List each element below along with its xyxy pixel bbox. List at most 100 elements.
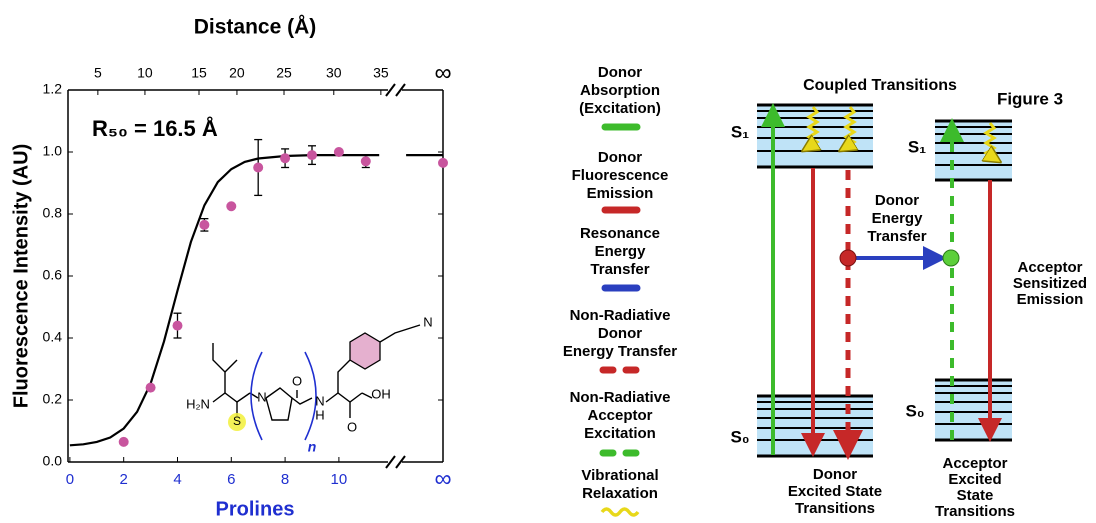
axis-break [385, 455, 396, 469]
benzene-ring [349, 332, 381, 370]
bond [212, 392, 251, 403]
axis-break [395, 83, 406, 97]
level-band [935, 121, 1012, 180]
diagram-label: Excitation [584, 425, 656, 442]
diagram-label: Energy [595, 243, 647, 260]
bond [291, 397, 313, 405]
data-point [280, 153, 291, 164]
x-tick-label: 10 [331, 471, 348, 488]
diagram-label: Donor [598, 149, 642, 166]
diagram-label: Resonance [580, 225, 660, 242]
diagram-label: Excited [948, 471, 1001, 488]
atom-label: N [423, 314, 432, 329]
legend-swatch [600, 507, 640, 517]
bond [212, 343, 226, 393]
state-label: S₁ [731, 122, 749, 141]
annotation: R₅₀ = 16.5 Å [92, 115, 218, 141]
x2-tick-label: 20 [229, 65, 245, 81]
data-point [199, 219, 210, 230]
diagram-label: Relaxation [582, 485, 658, 502]
diagram-label: Non-Radiative [570, 389, 671, 406]
diagram-label: Donor [875, 192, 919, 209]
diagram-label: Donor [598, 325, 642, 342]
data-point [118, 436, 129, 447]
x-tick-label: ∞ [434, 465, 451, 492]
x-axis-label: Prolines [216, 498, 295, 520]
data-point [438, 157, 448, 168]
data-point [145, 382, 156, 393]
bond [325, 392, 363, 403]
diagram-label: State [957, 487, 994, 504]
diagram-label: Transfer [867, 228, 926, 245]
diagram-label: Transfer [590, 261, 649, 278]
bond [337, 359, 351, 393]
relaxation-arrow [846, 106, 854, 147]
x2-tick-label: ∞ [434, 59, 451, 86]
x-tick-label: 8 [281, 471, 289, 488]
atom-label: O [292, 373, 302, 388]
level-band [935, 380, 1012, 440]
data-point [333, 147, 344, 157]
diagram-heading: Coupled Transitions [803, 77, 957, 94]
atom-label: N [315, 393, 324, 408]
bond [379, 324, 421, 343]
data-point [172, 320, 183, 331]
state-label: S₀ [730, 427, 749, 446]
chart-title: Distance (Å) [194, 15, 317, 39]
atom-label: OH [371, 386, 391, 401]
atom-label: S [233, 414, 241, 428]
diagram-label: Energy Transfer [563, 343, 677, 360]
relaxation-arrow [809, 106, 817, 147]
atom-label: H [315, 407, 324, 422]
diagram-label: Fluorescence [572, 167, 669, 184]
acceptor-ball [942, 249, 960, 267]
axis-break [385, 83, 396, 97]
diagram-label: Energy [872, 210, 924, 227]
diagram-label: Emission [587, 185, 654, 202]
data-point [306, 150, 317, 161]
bond [265, 387, 293, 421]
diagram-label: Transitions [795, 500, 875, 517]
diagram-label: Vibrational [581, 467, 658, 484]
x-tick-label: 0 [66, 471, 74, 488]
state-label: S₁ [908, 137, 926, 156]
x2-tick-label: 15 [191, 65, 207, 81]
x-tick-label: 6 [227, 471, 235, 488]
atom-label: H₂N [186, 396, 210, 411]
diagram-label: Donor [598, 64, 642, 81]
atom-label: O [347, 419, 357, 434]
y-tick-label: 0.6 [43, 267, 63, 283]
x2-tick-label: 30 [326, 65, 342, 81]
diagram-label: Acceptor [587, 407, 652, 424]
x-tick-label: 4 [173, 471, 181, 488]
y-tick-label: 1.0 [43, 143, 63, 159]
repeat-bracket [304, 351, 317, 441]
data-point [226, 201, 237, 212]
diagram-label: Sensitized [1013, 275, 1087, 292]
relaxation-arrow [986, 122, 994, 158]
diagram-label: Emission [1017, 291, 1084, 308]
diagram-label: Non-Radiative [570, 307, 671, 324]
diagram-label: Excited State [788, 483, 882, 500]
y-tick-label: 0.8 [43, 205, 63, 221]
data-point [253, 162, 264, 173]
x2-tick-label: 35 [373, 65, 389, 81]
x-tick-label: 2 [120, 471, 128, 488]
atom-label: n [308, 439, 317, 455]
y-tick-label: 0.0 [43, 453, 63, 469]
axis-break [395, 455, 406, 469]
donor-ball [839, 249, 857, 267]
repeat-bracket [250, 351, 263, 441]
x2-tick-label: 10 [137, 65, 153, 81]
data-point [360, 156, 371, 167]
diagram-label: Absorption [580, 82, 660, 99]
diagram-label: Acceptor [1017, 259, 1082, 276]
state-label: S₀ [905, 401, 924, 420]
x2-tick-label: 25 [276, 65, 292, 81]
y-axis-label: Fluorescence Intensity (AU) [10, 144, 32, 409]
diagram-label: Acceptor [942, 455, 1007, 472]
bond [224, 359, 238, 373]
diagram-label: Transitions [935, 503, 1015, 520]
bond [361, 392, 373, 399]
